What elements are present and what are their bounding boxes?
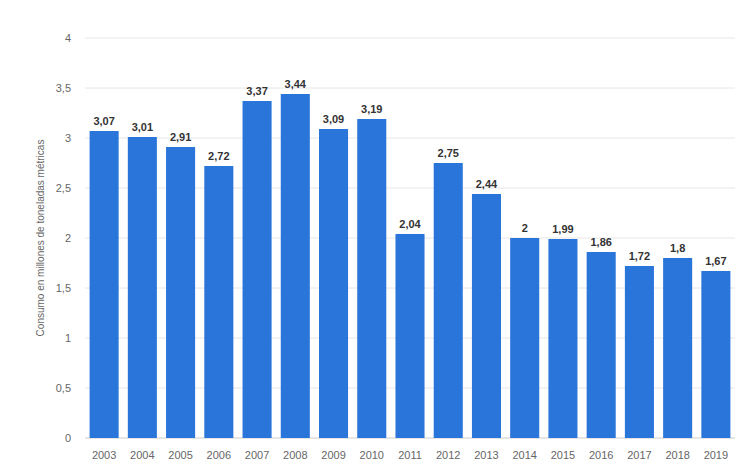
y-axis-label: Consumo en millones de toneladas métrica…	[35, 140, 46, 337]
chart: 0 0,5 1 1,5 2 2,5 3 3,5 4 Consumo en millones de …	[0, 0, 750, 472]
x-tick-label: 2016	[589, 449, 613, 461]
data-label: 3,07	[93, 115, 114, 127]
x-tick-label: 2005	[168, 449, 192, 461]
x-tick-label: 2019	[704, 449, 728, 461]
x-tick-label: 2010	[360, 449, 384, 461]
y-tick-label: 2	[65, 232, 71, 244]
x-tick-label: 2008	[283, 449, 307, 461]
y-tick-label: 1	[65, 332, 71, 344]
x-tick-label: 2015	[551, 449, 575, 461]
bar	[319, 129, 348, 438]
data-label: 1,67	[705, 255, 726, 267]
x-tick-label: 2017	[627, 449, 651, 461]
grid-line	[85, 38, 735, 39]
data-label: 1,8	[670, 242, 685, 254]
data-label: 1,99	[552, 223, 573, 235]
x-tick-label: 2006	[207, 449, 231, 461]
y-tick-label: 3,5	[56, 82, 71, 94]
data-label: 2,72	[208, 150, 229, 162]
data-label: 2,44	[476, 178, 498, 190]
bar	[587, 252, 616, 438]
bar	[204, 166, 233, 438]
bar	[243, 101, 272, 438]
data-label: 3,44	[285, 78, 307, 90]
bar	[395, 234, 424, 438]
bars	[90, 94, 731, 438]
bar	[510, 238, 539, 438]
bar	[357, 119, 386, 438]
bar	[128, 137, 157, 438]
y-tick-label: 0	[65, 432, 71, 444]
y-tick-label: 4	[65, 32, 71, 44]
bar	[434, 163, 463, 438]
data-label: 2,91	[170, 131, 191, 143]
y-tick-label: 1,5	[56, 282, 71, 294]
x-tick-label: 2012	[436, 449, 460, 461]
bar	[90, 131, 119, 438]
x-tick-label: 2013	[474, 449, 498, 461]
y-tick-label: 2,5	[56, 182, 71, 194]
data-label: 3,19	[361, 103, 382, 115]
x-tick-label: 2004	[130, 449, 154, 461]
y-tick-label: 3	[65, 132, 71, 144]
x-tick-label: 2018	[665, 449, 689, 461]
data-label: 1,72	[629, 250, 650, 262]
data-label: 2,04	[399, 218, 421, 230]
data-label: 2	[522, 222, 528, 234]
data-label: 2,75	[438, 147, 459, 159]
bar	[625, 266, 654, 438]
data-label: 3,09	[323, 113, 344, 125]
x-tick-label: 2014	[512, 449, 536, 461]
bar	[281, 94, 310, 438]
data-label: 1,86	[590, 236, 611, 248]
bar	[166, 147, 195, 438]
data-label: 3,01	[132, 121, 153, 133]
x-tick-label: 2011	[398, 449, 422, 461]
bar	[472, 194, 501, 438]
x-tick-label: 2007	[245, 449, 269, 461]
bar	[663, 258, 692, 438]
bar	[701, 271, 730, 438]
data-label: 3,37	[246, 85, 267, 97]
y-tick-label: 0,5	[56, 382, 71, 394]
x-tick-label: 2003	[92, 449, 116, 461]
grid-line	[85, 88, 735, 89]
bar	[548, 239, 577, 438]
x-tick-label: 2009	[321, 449, 345, 461]
